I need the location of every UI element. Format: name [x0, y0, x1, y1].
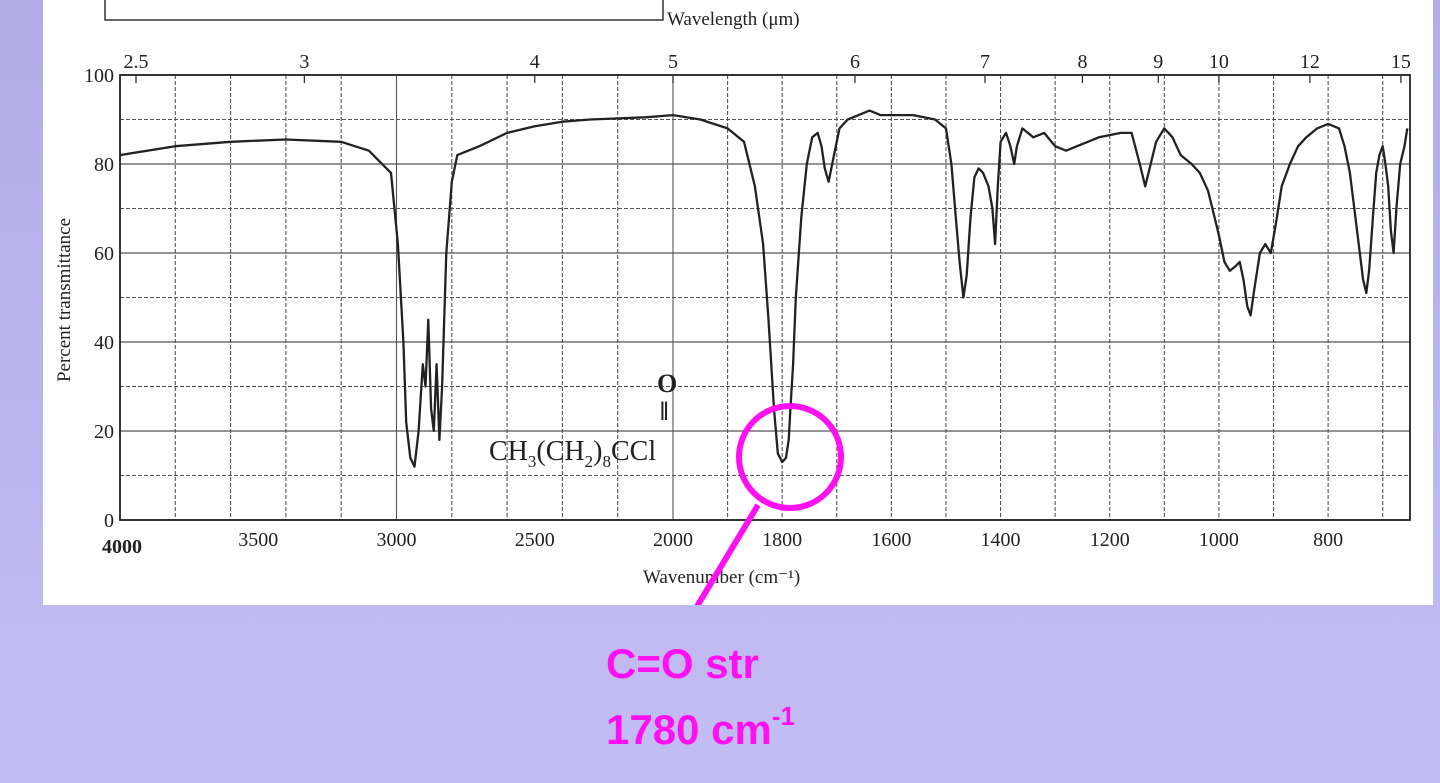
plot-frame	[119, 74, 1411, 521]
x-tick-label: 3500	[238, 529, 278, 551]
double-bond-symbol: ‖	[660, 397, 668, 426]
y-axis-label: Percent transmittance	[54, 218, 75, 382]
x-tick-label: 1000	[1199, 529, 1239, 551]
peak-highlight-circle	[736, 403, 844, 511]
top-tick-label: 10	[1209, 51, 1229, 73]
top-tick-label: 15	[1391, 51, 1411, 73]
top-tick-label: 12	[1300, 51, 1320, 73]
y-tick-label: 80	[94, 154, 114, 176]
y-tick-label: 60	[94, 243, 114, 265]
top-tick-label: 6	[850, 51, 860, 73]
x-axis-label: Wavenumber (cm⁻¹)	[643, 567, 800, 588]
x-tick-label: 1200	[1090, 529, 1130, 551]
top-axis-label: Wavelength (μm)	[667, 9, 800, 30]
callout-line-2: 1780 cm-1	[606, 701, 795, 753]
chart-panel: 4000 3500 3000 2500 2000 1800 1600 1400 1200 1000…	[43, 0, 1433, 605]
top-tick-label: 5	[668, 51, 678, 73]
top-tick-label: 7	[980, 51, 990, 73]
series-layer	[119, 109, 1409, 468]
y-tick-label: 20	[94, 421, 114, 443]
callout-line-1: C=O str	[606, 640, 759, 687]
x-tick-label: 800	[1313, 529, 1343, 551]
spectrum-line	[119, 109, 1409, 468]
x-tick-label: 3000	[377, 529, 417, 551]
x-tick-label: 1600	[871, 529, 911, 551]
top-tick-label: 4	[530, 51, 540, 73]
y-tick-label: 0	[104, 510, 114, 532]
formula-text: CH3(CH2)8CCl	[489, 436, 656, 471]
x-tick-label: 1400	[981, 529, 1021, 551]
carbonyl-oxygen: O	[657, 369, 677, 398]
axis-layer: 4000 3500 3000 2500 2000 1800 1600 1400 1200 1000…	[84, 51, 1411, 558]
x-tick-label: 1800	[762, 529, 802, 551]
y-tick-label: 40	[94, 332, 114, 354]
top-tick-label: 8	[1077, 51, 1087, 73]
x-tick-label: 2500	[515, 529, 555, 551]
ir-spectrum-chart: 4000 3500 3000 2500 2000 1800 1600 1400 1200 1000…	[54, 0, 1411, 605]
top-tick-label: 2.5	[124, 51, 149, 73]
callout-pointer-line	[694, 503, 761, 605]
compound-formula: O ‖ CH3(CH2)8CCl	[489, 369, 677, 471]
top-box-remnant	[104, 0, 664, 21]
top-tick-label: 9	[1153, 51, 1163, 73]
callout-label: C=O str 1780 cm-1	[606, 636, 795, 758]
top-tick-label: 3	[299, 51, 309, 73]
x-tick-label: 4000	[102, 536, 142, 558]
y-tick-label: 100	[84, 65, 114, 87]
x-tick-label: 2000	[653, 529, 693, 551]
